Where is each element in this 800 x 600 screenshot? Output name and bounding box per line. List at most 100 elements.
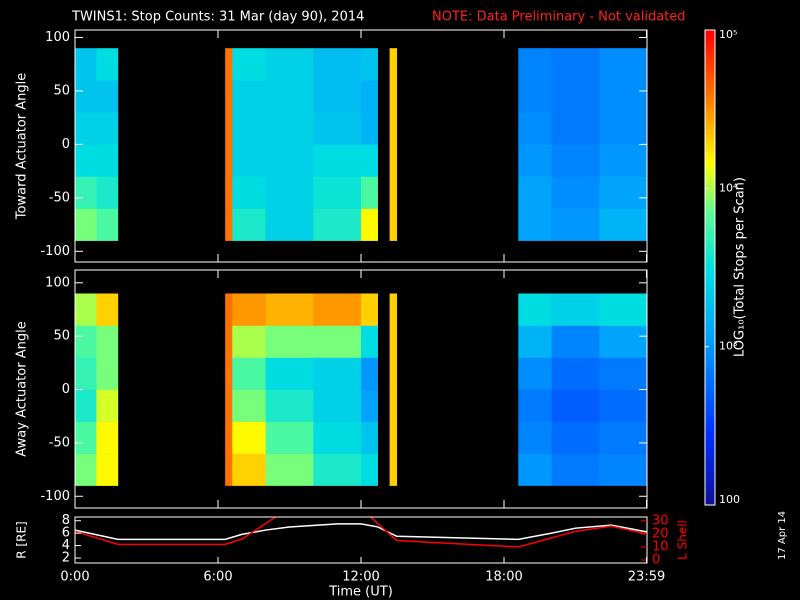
heat-cell — [232, 357, 266, 390]
heat-cell — [313, 48, 362, 81]
colorbar-swatch — [705, 374, 715, 378]
colorbar-swatch — [705, 94, 715, 97]
colorbar-swatch — [705, 191, 715, 195]
colorbar-swatch — [705, 201, 715, 204]
heat-cell — [518, 176, 552, 209]
colorbar-swatch — [705, 445, 715, 449]
colorbar-swatch — [705, 241, 715, 245]
x-tick-label: 23:59 — [628, 570, 665, 585]
heat-cell — [518, 421, 552, 454]
heat-cell — [96, 389, 119, 422]
colorbar-swatch — [705, 288, 715, 292]
heat-cell — [225, 421, 233, 454]
colorbar-swatch — [705, 220, 715, 223]
colorbar-swatch — [705, 345, 715, 349]
heat-cell — [361, 453, 378, 486]
note: NOTE: Data Preliminary - Not validated — [432, 10, 686, 25]
colorbar-swatch — [705, 227, 715, 230]
heat-cell — [599, 421, 648, 454]
heat-cell — [225, 80, 233, 113]
colorbar-swatch — [705, 98, 715, 102]
y2-tick-label: 10 — [652, 539, 669, 554]
x-tick-label: 18:00 — [485, 570, 522, 585]
colorbar-swatch — [705, 215, 715, 219]
heat-cell — [265, 293, 314, 326]
heat-cell — [551, 144, 600, 177]
colorbar-swatch — [705, 106, 715, 109]
colorbar-swatch — [705, 231, 715, 235]
heat-cell — [232, 112, 266, 145]
colorbar-swatch — [705, 222, 715, 226]
colorbar-swatch — [705, 113, 715, 116]
colorbar-swatch — [705, 486, 715, 489]
heat-cell — [551, 176, 600, 209]
heat-cell — [551, 48, 600, 81]
heat-cell — [96, 48, 119, 81]
colorbar-swatch — [705, 132, 715, 135]
colorbar-frame — [704, 29, 716, 506]
heat-cell — [599, 293, 648, 326]
colorbar-swatch — [705, 196, 715, 200]
heat-cell — [518, 80, 552, 113]
heat-cell — [75, 208, 97, 241]
y-tick-label: 6 — [62, 526, 70, 541]
colorbar-swatch — [705, 417, 715, 420]
y2-axis-label: L Shell — [676, 520, 690, 560]
heat-cell — [313, 421, 362, 454]
colorbar-swatch — [705, 438, 715, 442]
y-tick-label: 8 — [62, 513, 70, 528]
colorbar-swatch — [705, 103, 715, 107]
y-tick-label: -50 — [49, 190, 70, 205]
colorbar-swatch — [705, 243, 715, 247]
colorbar-swatch — [705, 182, 715, 185]
heat-cell — [389, 293, 398, 326]
heat-cell — [389, 144, 398, 177]
colorbar-swatch — [705, 91, 715, 95]
heat-cell — [75, 293, 97, 326]
heat-cell — [361, 293, 378, 326]
heat-cell — [232, 208, 266, 241]
colorbar-swatch — [705, 421, 715, 425]
heat-cell — [225, 48, 233, 81]
heat-cell — [75, 80, 97, 113]
heat-cell — [75, 357, 97, 390]
colorbar-swatch — [705, 462, 715, 466]
colorbar-swatch — [705, 400, 715, 404]
colorbar-swatch — [705, 160, 715, 164]
colorbar-swatch — [705, 300, 715, 304]
colorbar-swatch — [705, 96, 715, 100]
colorbar-swatch — [705, 70, 715, 74]
heat-cell — [551, 357, 600, 390]
colorbar-swatch — [705, 158, 715, 162]
heat-cell — [599, 325, 648, 358]
colorbar-swatch — [705, 101, 715, 105]
colorbar-swatch — [705, 497, 715, 501]
heat-cell — [361, 325, 378, 358]
colorbar-swatch — [705, 139, 715, 143]
heat-cell — [96, 208, 119, 241]
colorbar-swatch — [705, 32, 715, 36]
colorbar-swatch — [705, 234, 715, 238]
heat-cell — [232, 176, 266, 209]
heat-cell — [518, 357, 552, 390]
y-tick-label: 100 — [45, 275, 70, 290]
heat-cell — [96, 80, 119, 113]
colorbar-swatch — [705, 174, 715, 178]
colorbar-swatch — [705, 122, 715, 126]
colorbar-swatch — [705, 367, 715, 371]
colorbar-swatch — [705, 433, 715, 437]
heat-cell — [599, 80, 648, 113]
colorbar-swatch — [705, 79, 715, 83]
heat-cell — [599, 357, 648, 390]
colorbar-swatch — [705, 391, 715, 394]
y-tick-label: 0 — [62, 137, 70, 152]
colorbar-swatch — [705, 341, 715, 344]
heat-cell — [265, 112, 314, 145]
heat-cell — [75, 453, 97, 486]
colorbar-swatch — [705, 334, 715, 337]
y-tick-label: 4 — [62, 538, 70, 553]
colorbar-swatch — [705, 324, 715, 328]
colorbar-swatch — [705, 229, 715, 233]
